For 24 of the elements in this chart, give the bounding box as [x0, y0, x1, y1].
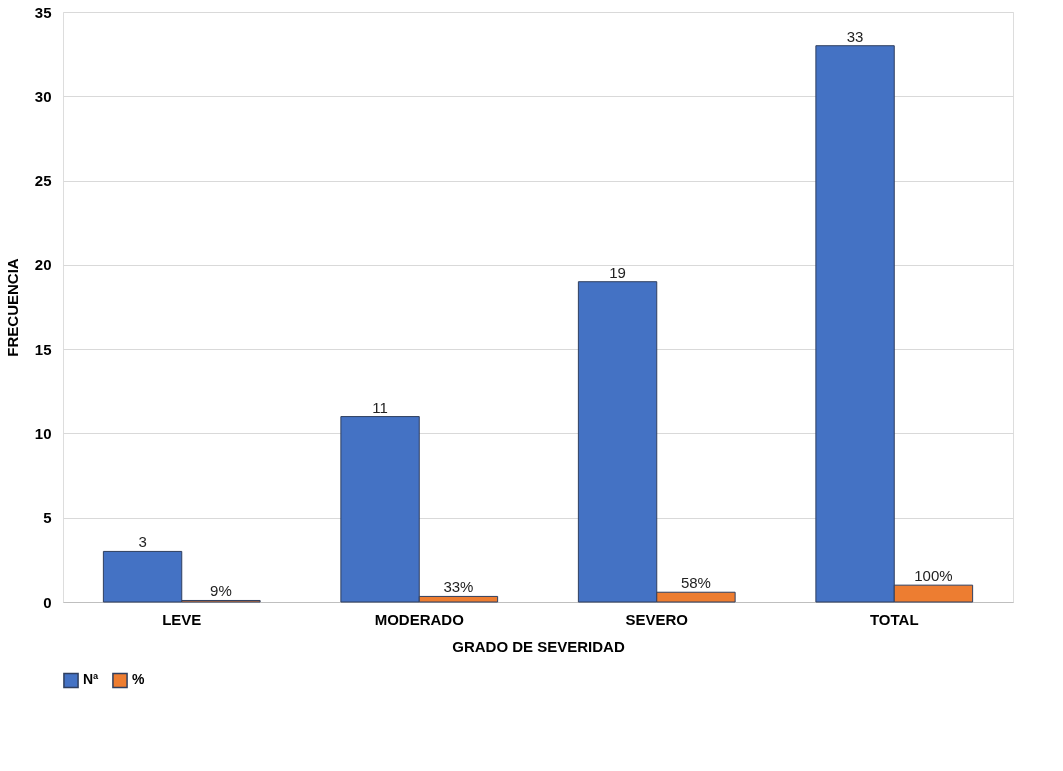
y-tick-label: 0	[43, 593, 52, 611]
data-label: 3	[138, 533, 147, 551]
y-tick-label: 15	[34, 340, 52, 358]
y-tick-label: 20	[34, 256, 52, 274]
x-axis-title: GRADO DE SEVERIDAD	[452, 637, 625, 655]
x-tick-label: LEVE	[162, 610, 202, 628]
y-tick-label: 5	[43, 509, 52, 527]
y-tick-label: 35	[34, 3, 52, 21]
y-axis-title: FRECUENCIA	[3, 258, 21, 357]
data-label: 19	[609, 263, 626, 281]
data-label: 9%	[210, 582, 232, 600]
data-label: 58%	[680, 574, 711, 592]
data-label: 33%	[443, 578, 474, 596]
x-tick-label: TOTAL	[869, 610, 919, 628]
y-tick-label: 30	[34, 87, 52, 105]
x-tick-label: MODERADO	[374, 610, 465, 628]
data-label: 11	[372, 398, 388, 416]
legend-label: Nª	[83, 671, 100, 688]
x-tick-label: SEVERO	[625, 610, 689, 628]
y-tick-label: 25	[34, 172, 52, 190]
data-label: 33	[846, 27, 864, 45]
data-label: 100%	[914, 567, 953, 585]
y-tick-label: 10	[34, 424, 52, 442]
legend-label: %	[132, 671, 145, 688]
